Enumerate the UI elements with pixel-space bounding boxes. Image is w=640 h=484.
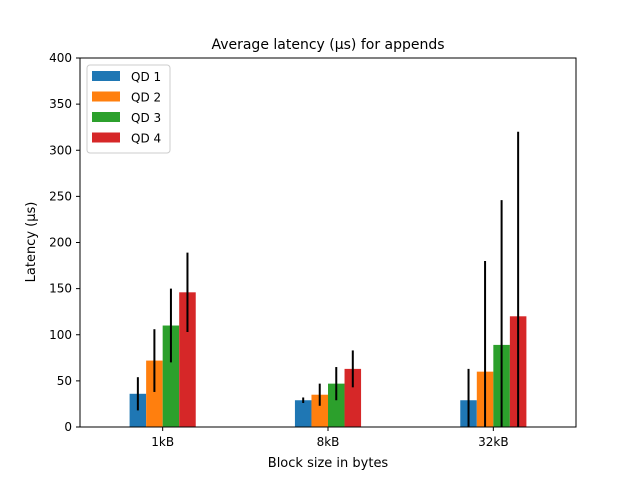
y-tick-label: 200 <box>49 236 72 250</box>
legend-label: QD 2 <box>131 91 161 105</box>
error-bars-layer <box>136 131 520 427</box>
bar-qd4-8kB <box>344 368 362 427</box>
legend-label: QD 3 <box>131 111 161 125</box>
y-tick-label: 0 <box>64 420 72 434</box>
y-tick-label: 350 <box>49 97 72 111</box>
legend-swatch <box>92 91 120 102</box>
legend-swatch <box>92 112 120 122</box>
x-axis: 1kB 8kB 32kB <box>151 427 509 449</box>
y-tick-label: 400 <box>49 51 72 65</box>
legend-frame <box>86 64 171 154</box>
bars-layer <box>129 292 527 427</box>
bar-qd1-1kB <box>129 393 147 427</box>
bar-qd1-8kB <box>294 400 312 427</box>
y-axis-label: Latency (µs) <box>24 202 39 283</box>
bar-qd3-1kB <box>162 325 180 427</box>
y-tick-label: 150 <box>49 282 72 296</box>
y-axis: 0 50 100 150 200 250 300 350 400 <box>49 51 80 434</box>
legend-label: QD 1 <box>131 70 161 84</box>
x-tick-label: 32kB <box>478 435 508 449</box>
bar-qd2-1kB <box>146 360 163 427</box>
bar-qd3-8kB <box>328 383 345 427</box>
chart-title: Average latency (µs) for appends <box>211 37 444 53</box>
y-tick-label: 100 <box>49 328 72 342</box>
legend-swatch <box>92 71 120 81</box>
y-tick-label: 250 <box>49 189 72 203</box>
x-tick-label: 1kB <box>151 435 174 449</box>
legend: QD 1 QD 2 QD 3 QD 4 <box>86 64 171 154</box>
y-tick-label: 50 <box>57 374 72 388</box>
y-tick-label: 300 <box>49 143 72 157</box>
x-tick-label: 8kB <box>317 435 340 449</box>
bar-qd4-1kB <box>179 292 196 427</box>
legend-label: QD 4 <box>131 132 161 146</box>
bar-qd2-8kB <box>311 394 328 427</box>
x-axis-label: Block size in bytes <box>268 456 389 471</box>
legend-swatch <box>92 132 120 143</box>
